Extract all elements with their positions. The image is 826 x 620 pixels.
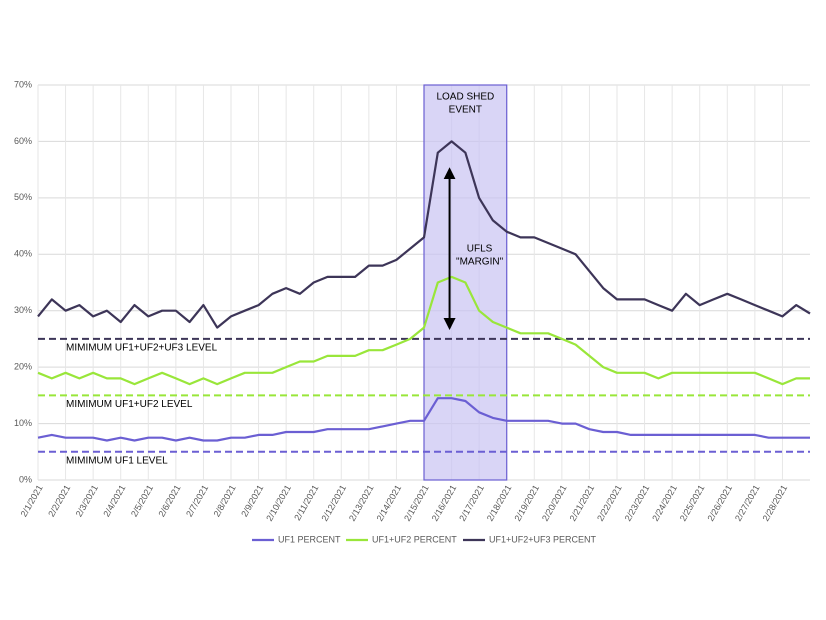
x-tick-label: 2/11/2021	[292, 483, 320, 522]
arrow-label: UFLS	[467, 243, 493, 254]
x-tick-label: 2/10/2021	[264, 483, 293, 523]
x-tick-label: 2/23/2021	[623, 483, 652, 523]
y-tick-label: 40%	[14, 249, 32, 259]
x-tick-label: 2/24/2021	[650, 483, 679, 523]
x-tick-label: 2/27/2021	[733, 483, 762, 523]
x-tick-label: 2/22/2021	[595, 483, 624, 523]
x-tick-label: 2/1/2021	[19, 483, 45, 518]
series-line	[37, 397, 810, 442]
x-tick-label: 2/3/2021	[74, 483, 100, 518]
y-tick-label: 30%	[14, 305, 32, 315]
x-tick-label: 2/4/2021	[101, 483, 127, 518]
x-tick-label: 2/9/2021	[239, 483, 265, 518]
x-tick-label: 2/8/2021	[212, 483, 238, 518]
legend-label: UF1+UF2+UF3 PERCENT	[489, 534, 597, 544]
series-line	[37, 275, 810, 386]
x-tick-label: 2/28/2021	[761, 483, 790, 523]
legend-label: UF1 PERCENT	[278, 534, 341, 544]
shade-label: EVENT	[449, 105, 482, 116]
y-tick-label: 20%	[14, 362, 32, 372]
x-tick-label: 2/26/2021	[705, 483, 734, 523]
y-tick-label: 0%	[19, 474, 32, 484]
x-tick-label: 2/14/2021	[375, 483, 404, 523]
reference-label: MIMIMUM UF1+UF2 LEVEL	[66, 399, 193, 410]
y-tick-label: 60%	[14, 136, 32, 146]
y-tick-label: 50%	[14, 192, 32, 202]
y-tick-label: 70%	[14, 79, 32, 89]
x-tick-label: 2/13/2021	[347, 483, 376, 523]
shade-label: LOAD SHED	[436, 92, 494, 103]
x-tick-label: 2/15/2021	[402, 483, 431, 523]
reference-label: MIMIMUM UF1+UF2+UF3 LEVEL	[66, 343, 218, 354]
x-tick-label: 2/7/2021	[184, 483, 210, 518]
x-tick-label: 2/6/2021	[156, 483, 182, 518]
x-tick-label: 2/2/2021	[46, 483, 72, 518]
x-tick-label: 2/19/2021	[512, 483, 541, 523]
x-tick-label: 2/12/2021	[319, 483, 348, 523]
x-tick-label: 2/25/2021	[678, 483, 707, 523]
series-line	[37, 140, 811, 329]
arrow-label: "MARGIN"	[456, 256, 504, 267]
x-tick-label: 2/21/2021	[568, 483, 597, 523]
x-tick-label: 2/16/2021	[430, 483, 459, 523]
x-tick-label: 2/17/2021	[457, 483, 486, 523]
x-tick-label: 2/5/2021	[129, 483, 155, 518]
reference-label: MIMIMUM UF1 LEVEL	[66, 455, 168, 466]
y-tick-label: 10%	[14, 418, 32, 428]
x-tick-label: 2/18/2021	[485, 483, 514, 523]
legend-label: UF1+UF2 PERCENT	[372, 534, 457, 544]
x-tick-label: 2/20/2021	[540, 483, 569, 523]
